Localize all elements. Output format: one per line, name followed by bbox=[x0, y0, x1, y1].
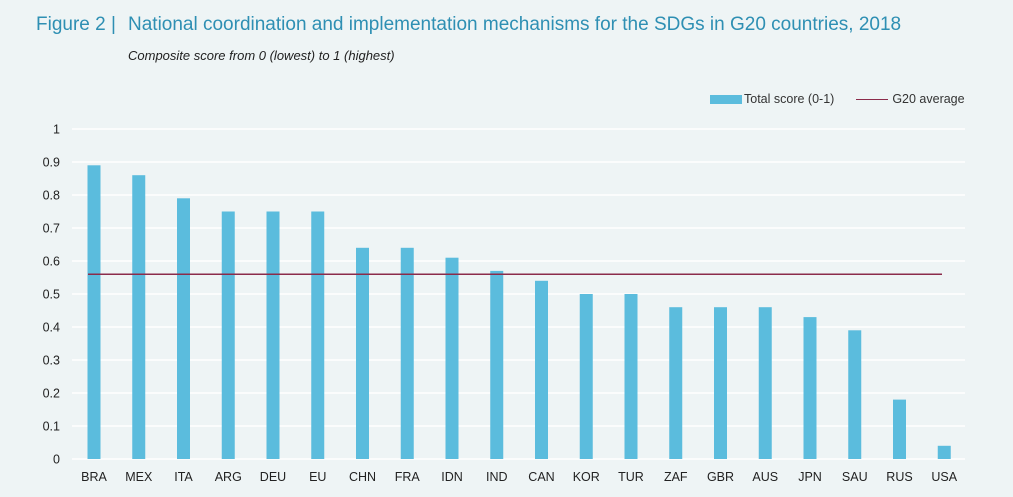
bar-kor bbox=[579, 294, 593, 459]
bar-ind bbox=[490, 270, 504, 459]
x-tick-label: AUS bbox=[752, 470, 778, 484]
y-axis-ticks: 0 0.1 0.2 0.3 0.4 0.5 0.6 0.7 0.8 0.9 1 bbox=[43, 123, 60, 467]
legend-label-g20-average: G20 average bbox=[892, 92, 965, 106]
bar-aus bbox=[758, 307, 772, 459]
y-tick-label: 0.7 bbox=[43, 222, 60, 236]
y-tick-label: 0.3 bbox=[43, 354, 60, 368]
y-tick-label: 0.8 bbox=[43, 189, 60, 203]
bar-jpn bbox=[803, 317, 817, 459]
x-tick-label: IDN bbox=[441, 470, 463, 484]
gridlines bbox=[72, 128, 965, 460]
bar-rus bbox=[893, 399, 906, 459]
bar-can bbox=[535, 280, 548, 459]
bar-sau bbox=[848, 330, 862, 459]
bar-deu bbox=[266, 211, 280, 459]
y-tick-label: 0.4 bbox=[43, 321, 60, 335]
bar-arg bbox=[221, 211, 235, 459]
legend-bar-swatch bbox=[710, 94, 742, 104]
legend-line-swatch bbox=[856, 98, 889, 100]
y-tick-label: 1 bbox=[53, 123, 60, 137]
y-tick-label: 0.1 bbox=[43, 420, 60, 434]
bar-ita bbox=[177, 198, 190, 460]
x-tick-label: IND bbox=[486, 470, 508, 484]
x-tick-label: DEU bbox=[260, 470, 286, 484]
chart-legend: Total score (0-1) G20 average bbox=[710, 92, 965, 106]
bar-gbr bbox=[714, 307, 727, 459]
bar-mex bbox=[132, 175, 146, 459]
x-tick-label: ITA bbox=[174, 470, 193, 484]
x-tick-label: BRA bbox=[81, 470, 107, 484]
chart-subtitle: Composite score from 0 (lowest) to 1 (hi… bbox=[128, 48, 395, 63]
x-tick-label: CHN bbox=[349, 470, 376, 484]
bar-bra bbox=[87, 165, 101, 460]
bar-zaf bbox=[669, 307, 683, 459]
legend-label-total-score: Total score (0-1) bbox=[744, 92, 835, 106]
x-tick-label: TUR bbox=[618, 470, 644, 484]
y-tick-label: 0.9 bbox=[43, 156, 60, 170]
bar-usa bbox=[937, 445, 951, 459]
x-tick-label: SAU bbox=[842, 470, 868, 484]
bar-idn bbox=[445, 257, 459, 459]
x-tick-label: USA bbox=[931, 470, 957, 484]
x-tick-label: ARG bbox=[215, 470, 242, 484]
y-tick-label: 0 bbox=[53, 453, 60, 467]
x-tick-label: EU bbox=[309, 470, 326, 484]
x-tick-label: RUS bbox=[886, 470, 912, 484]
x-tick-label: KOR bbox=[573, 470, 600, 484]
x-tick-label: JPN bbox=[798, 470, 822, 484]
y-tick-label: 0.6 bbox=[43, 255, 60, 269]
figure-label: Figure 2 | bbox=[36, 14, 116, 35]
chart-title: National coordination and implementation… bbox=[128, 14, 902, 35]
bar-fra bbox=[400, 247, 414, 459]
y-tick-label: 0.5 bbox=[43, 288, 60, 302]
x-tick-label: FRA bbox=[395, 470, 421, 484]
bars bbox=[87, 165, 951, 460]
x-tick-label: CAN bbox=[528, 470, 554, 484]
bar-eu bbox=[311, 211, 325, 459]
x-tick-label: ZAF bbox=[664, 470, 688, 484]
x-tick-label: MEX bbox=[125, 470, 153, 484]
bar-chn bbox=[356, 247, 369, 459]
bar-tur bbox=[624, 294, 638, 459]
x-axis-ticks: BRA MEX ITA ARG DEU EU CHN FRA IDN IND CAN KOR TUR ZA… bbox=[81, 470, 958, 484]
x-tick-label: GBR bbox=[707, 470, 734, 484]
y-tick-label: 0.2 bbox=[43, 387, 60, 401]
